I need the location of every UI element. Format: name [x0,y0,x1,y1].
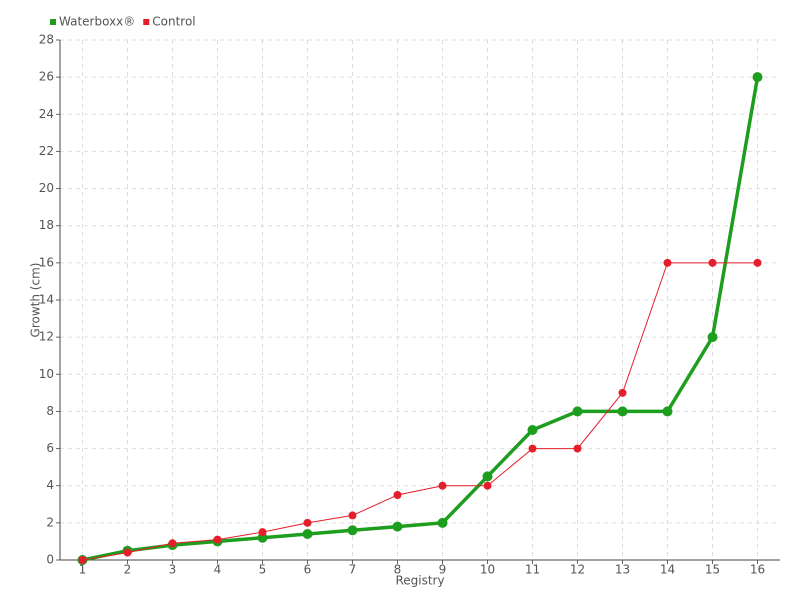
legend-label: Control [152,15,195,29]
y-tick-label: 22 [39,144,54,158]
x-tick-label: 6 [304,563,312,577]
data-point [437,517,448,528]
data-point [617,406,628,417]
data-point [78,556,87,564]
y-tick-label: 26 [39,70,54,84]
x-tick-label: 3 [169,563,177,577]
data-point [302,529,313,539]
data-point [213,535,222,544]
data-point [348,511,357,520]
x-tick-label: 16 [750,563,765,577]
y-tick-label: 24 [39,107,54,121]
y-tick-label: 12 [39,330,54,344]
x-tick-label: 10 [480,563,495,577]
data-point [123,548,132,557]
y-tick-label: 2 [46,515,54,529]
data-point [258,528,267,537]
data-point [663,258,672,267]
x-tick-label: 12 [570,563,585,577]
data-point [483,481,492,490]
x-tick-label: 9 [439,563,447,577]
x-tick-label: 11 [525,563,540,577]
data-point [392,521,403,532]
x-tick-label: 1 [79,563,87,577]
series-line [82,76,760,562]
x-tick-label: 5 [259,563,267,577]
x-tick-label: 7 [349,563,357,577]
data-point [438,481,447,490]
data-point [572,406,583,417]
y-tick-label: 4 [46,478,54,492]
data-point [708,258,717,267]
legend-swatch [50,19,56,25]
data-point [618,388,627,397]
x-tick-label: 15 [705,563,720,577]
y-axis-label: Growth (cm) [29,263,43,338]
data-point [527,425,538,435]
data-point [707,332,718,343]
x-tick-label: 14 [660,563,675,577]
y-tick-label: 8 [46,404,54,418]
data-point [168,539,177,548]
data-point [753,258,762,267]
data-point [393,491,402,499]
data-point [573,444,582,453]
series-line [82,262,758,561]
x-tick-label: 13 [615,563,630,577]
data-point [662,406,673,417]
y-tick-label: 28 [39,33,54,47]
y-tick-label: 10 [39,367,54,381]
x-axis-label: Registry [395,574,444,588]
data-point [303,518,312,527]
y-tick-label: 6 [46,441,54,455]
legend-swatch [143,19,150,25]
y-tick-label: 18 [39,218,54,232]
data-point [752,72,763,83]
y-tick-label: 14 [39,293,54,307]
data-point [482,471,493,482]
data-point [528,444,537,453]
data-point [347,525,358,536]
legend-label: Waterboxx® [59,15,135,29]
y-tick-label: 16 [39,255,54,269]
y-tick-label: 20 [39,181,54,195]
y-tick-label: 0 [46,553,54,567]
x-tick-label: 2 [124,563,132,577]
x-tick-label: 8 [394,563,402,577]
x-tick-label: 4 [214,563,222,577]
